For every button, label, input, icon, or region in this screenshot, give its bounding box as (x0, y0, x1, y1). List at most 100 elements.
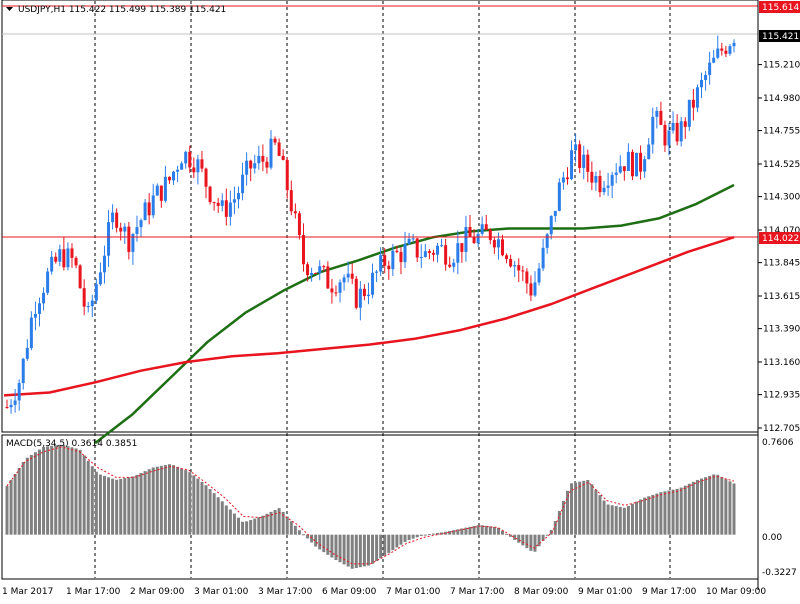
macd-bar (46, 446, 50, 535)
candle-body (659, 110, 663, 125)
macd-bar (586, 480, 590, 535)
candle-body (37, 303, 41, 314)
candle-body (720, 48, 724, 51)
macd-bar (200, 481, 204, 535)
candle-body (415, 238, 419, 258)
candle-body (350, 273, 354, 279)
macd-bar (379, 534, 383, 559)
candle-body (249, 160, 253, 169)
time-axis-label: 2 Mar 09:00 (130, 587, 185, 597)
candle-body (257, 155, 261, 164)
macd-bar (448, 530, 452, 535)
candles (5, 35, 736, 414)
candle-body (212, 202, 216, 204)
candle-body (159, 185, 163, 201)
candle-body (513, 265, 517, 267)
moving-averages (3, 183, 735, 445)
macd-bar (54, 445, 58, 535)
candle-body (33, 313, 37, 318)
macd-bar (476, 525, 480, 535)
candle-body (598, 176, 602, 193)
candle-body (500, 239, 504, 256)
candle-body (371, 272, 375, 295)
dropdown-arrow-icon[interactable] (6, 7, 13, 11)
macd-bar (13, 473, 17, 535)
macd-bar (228, 509, 232, 535)
macd-bar (111, 478, 115, 535)
candle-body (675, 122, 679, 142)
macd-bar (480, 525, 484, 535)
price-pane[interactable] (1, 0, 759, 433)
candle-body (334, 292, 338, 294)
fast-moving-average-line (94, 183, 735, 445)
candle-body (691, 99, 695, 108)
macd-bar (269, 511, 273, 535)
candle-body (200, 159, 204, 169)
candle-body (180, 163, 184, 170)
candle-body (679, 121, 683, 142)
macd-bar (9, 479, 13, 535)
candle-body (127, 226, 131, 252)
candle-body (436, 245, 440, 255)
candle-body (208, 186, 212, 203)
high-price-value: 115.614 (762, 3, 799, 13)
macd-bar (395, 534, 399, 548)
macd-bar (208, 489, 212, 535)
candle-body (464, 226, 468, 252)
candle-body (383, 255, 387, 266)
macd-bar (330, 534, 334, 558)
macd-bar (456, 529, 460, 535)
candle-body (192, 167, 196, 173)
macd-bar (82, 455, 86, 535)
candle-body (143, 202, 147, 221)
macd-axis-max: 0.7606 (762, 438, 794, 448)
candle-body (58, 249, 62, 262)
candle-body (395, 250, 399, 253)
candle-body (574, 144, 578, 151)
macd-bar (488, 526, 492, 535)
candle-body (196, 159, 200, 173)
candle-body (139, 220, 143, 228)
macd-bar (704, 477, 708, 535)
candle-body (277, 142, 281, 156)
time-axis-label: 10 Mar 09:00 (706, 587, 766, 597)
candle-body (265, 161, 269, 168)
candle-body (111, 212, 115, 223)
macd-bar (86, 460, 90, 535)
candle-body (86, 306, 90, 308)
macd-bar (5, 485, 9, 535)
macd-bar (675, 488, 679, 535)
macd-bar (415, 534, 419, 538)
candle-body (578, 144, 582, 168)
candle-body (172, 171, 176, 181)
macd-bar (383, 534, 387, 556)
candle-body (452, 262, 456, 267)
candle-body (13, 400, 17, 405)
macd-bar (366, 534, 370, 566)
candle-body (297, 213, 301, 236)
price-axis-label: 115.210 (763, 61, 800, 71)
time-axis-label: 1 Mar 17:00 (66, 587, 121, 597)
macd-bar (517, 534, 521, 543)
candle-body (411, 238, 415, 240)
macd-bar (188, 472, 192, 535)
candle-body (232, 199, 236, 203)
high-price-tag: 115.614 (759, 1, 800, 13)
candle-body (484, 224, 488, 230)
macd-bar (399, 534, 403, 545)
candle-body (521, 270, 525, 272)
macd-bar (232, 513, 236, 535)
candle-body (480, 224, 484, 234)
candle-body (253, 163, 257, 169)
candle-body (54, 256, 58, 262)
macd-bar (728, 481, 732, 535)
candle-body (423, 251, 427, 257)
candle-body (90, 300, 94, 307)
macd-bar (720, 476, 724, 535)
level-price-tag: 114.022 (759, 232, 800, 244)
candle-body (456, 243, 460, 263)
macd-bar (610, 505, 614, 535)
macd-bar (29, 454, 33, 535)
macd-bar (423, 534, 427, 536)
